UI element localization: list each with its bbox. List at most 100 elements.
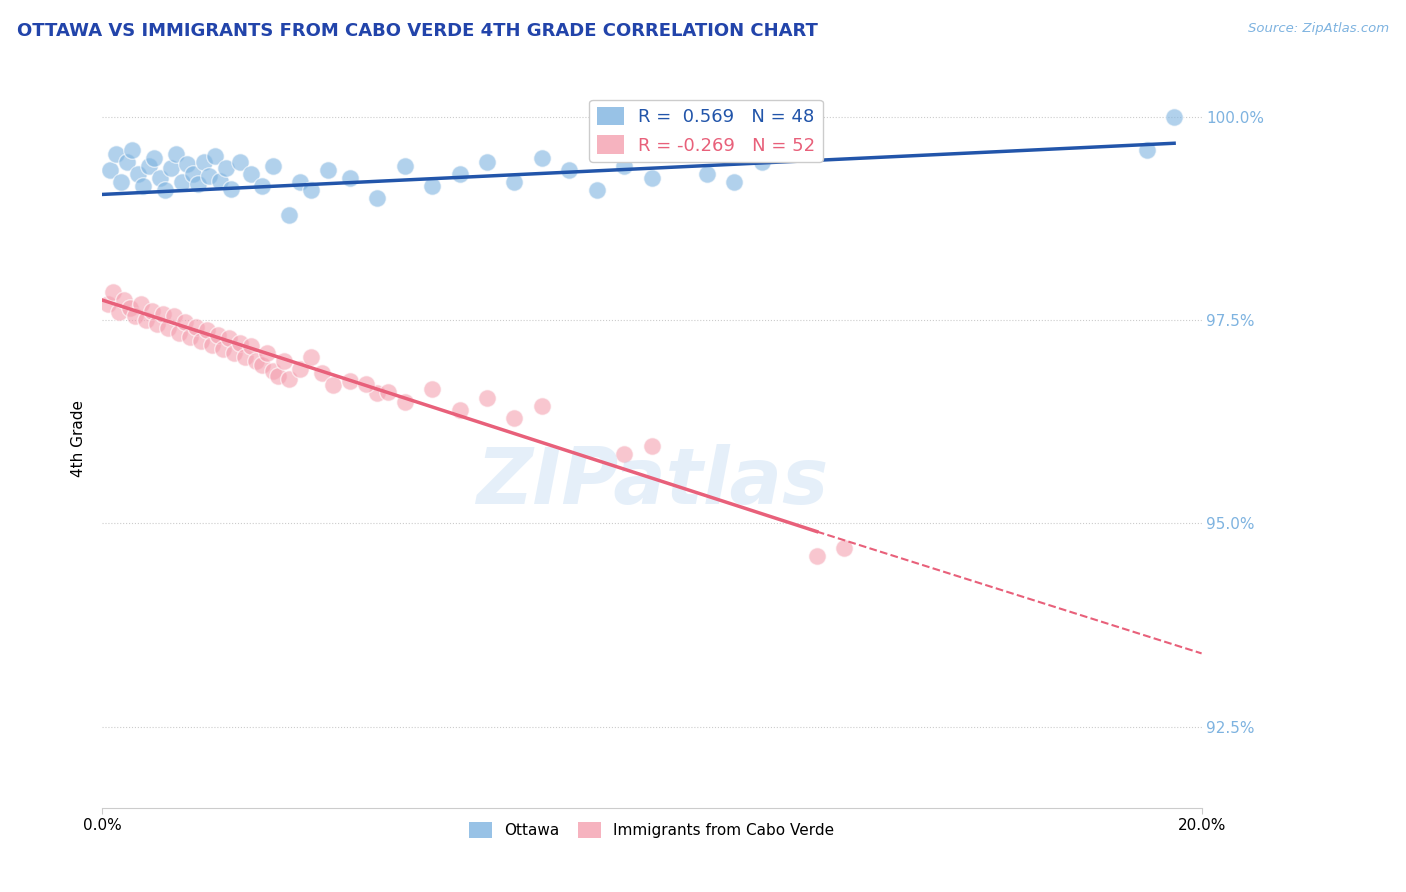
Point <box>299 183 322 197</box>
Point <box>267 368 290 383</box>
Point <box>278 208 301 222</box>
Point <box>250 358 273 372</box>
Point <box>112 293 135 307</box>
Point <box>135 313 157 327</box>
Point <box>157 321 180 335</box>
Point <box>190 334 212 348</box>
Point <box>209 173 232 187</box>
Point <box>149 171 172 186</box>
Point <box>160 161 183 175</box>
Point <box>278 372 301 386</box>
Point <box>475 155 498 169</box>
Point <box>696 167 718 181</box>
Point <box>228 155 250 169</box>
Point <box>224 346 246 360</box>
Point <box>107 305 129 319</box>
Point <box>377 384 399 399</box>
Point <box>228 336 250 351</box>
Point <box>239 167 262 181</box>
Point <box>503 175 526 189</box>
Point <box>207 328 229 343</box>
Point <box>366 192 388 206</box>
Point <box>262 364 284 378</box>
Point <box>322 378 344 392</box>
Point <box>503 410 526 425</box>
Point <box>187 177 209 191</box>
Point <box>475 391 498 405</box>
Point <box>143 151 166 165</box>
Point <box>124 310 146 324</box>
Point <box>449 167 471 181</box>
Point <box>167 326 190 340</box>
Point <box>299 350 322 364</box>
Point <box>129 297 152 311</box>
Point <box>354 376 377 391</box>
Point <box>127 167 149 181</box>
Point <box>245 354 267 368</box>
Point <box>221 182 243 196</box>
Point <box>152 307 174 321</box>
Point <box>212 342 235 356</box>
Point <box>163 310 186 324</box>
Point <box>141 303 163 318</box>
Point <box>97 297 120 311</box>
Point <box>420 179 443 194</box>
Point <box>394 159 416 173</box>
Point <box>121 143 143 157</box>
Point <box>394 394 416 409</box>
Point <box>273 354 295 368</box>
Point <box>103 285 125 299</box>
Point <box>262 159 284 173</box>
Point <box>146 318 169 332</box>
Point <box>165 146 187 161</box>
Point <box>100 163 122 178</box>
Point <box>339 171 361 186</box>
Point <box>138 159 160 173</box>
Point <box>530 151 553 165</box>
Point <box>198 169 221 183</box>
Point <box>256 346 278 360</box>
Point <box>613 447 636 461</box>
Point <box>110 175 132 189</box>
Point <box>215 161 238 175</box>
Point <box>586 183 609 197</box>
Point <box>204 149 226 163</box>
Point <box>155 183 177 197</box>
Point <box>250 179 273 194</box>
Point <box>104 146 127 161</box>
Point <box>179 329 201 343</box>
Text: OTTAWA VS IMMIGRANTS FROM CABO VERDE 4TH GRADE CORRELATION CHART: OTTAWA VS IMMIGRANTS FROM CABO VERDE 4TH… <box>17 22 818 40</box>
Point <box>1163 110 1185 124</box>
Point <box>132 179 155 194</box>
Point <box>420 383 443 397</box>
Point <box>176 157 198 171</box>
Point <box>201 337 224 351</box>
Point <box>558 163 581 178</box>
Point <box>316 163 339 178</box>
Y-axis label: 4th Grade: 4th Grade <box>72 400 86 476</box>
Point <box>170 175 193 189</box>
Point <box>184 319 207 334</box>
Point <box>193 155 215 169</box>
Point <box>449 402 471 417</box>
Point <box>751 155 773 169</box>
Point <box>806 549 828 563</box>
Legend: Ottawa, Immigrants from Cabo Verde: Ottawa, Immigrants from Cabo Verde <box>464 816 841 845</box>
Point <box>723 175 745 189</box>
Point <box>115 155 138 169</box>
Point <box>530 399 553 413</box>
Point <box>195 323 218 337</box>
Point <box>181 167 204 181</box>
Point <box>832 541 855 555</box>
Point <box>288 362 311 376</box>
Point <box>366 386 388 401</box>
Point <box>641 171 664 186</box>
Text: ZIPatlas: ZIPatlas <box>475 444 828 521</box>
Point <box>339 374 361 388</box>
Point <box>1136 143 1159 157</box>
Point <box>233 350 256 364</box>
Point <box>239 339 262 353</box>
Point <box>613 159 636 173</box>
Point <box>288 175 311 189</box>
Point <box>118 301 141 315</box>
